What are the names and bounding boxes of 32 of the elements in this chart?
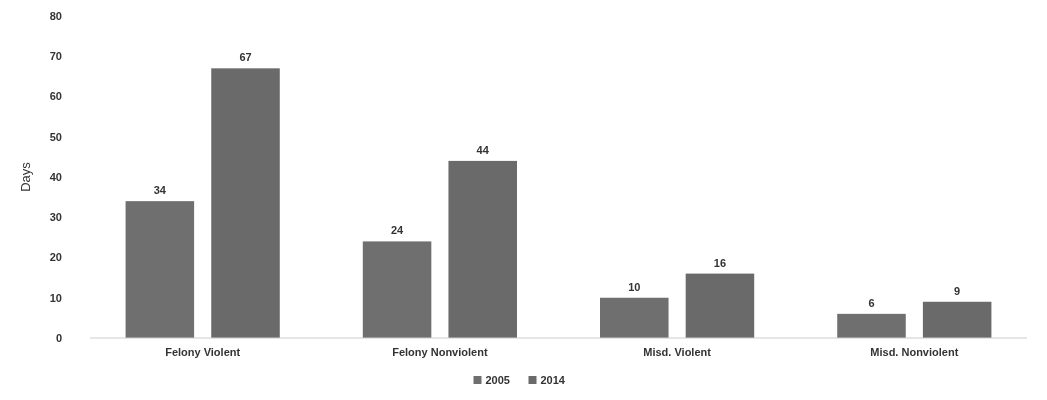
data-label: 44 bbox=[476, 143, 490, 156]
data-label: 34 bbox=[153, 184, 167, 197]
bar bbox=[600, 297, 669, 338]
bar bbox=[685, 273, 755, 338]
bar bbox=[922, 301, 992, 338]
bar bbox=[448, 160, 517, 338]
data-label: 67 bbox=[239, 51, 252, 64]
y-tick-label: 40 bbox=[49, 170, 62, 183]
data-label: 6 bbox=[868, 296, 875, 309]
y-tick-label: 70 bbox=[49, 50, 62, 63]
y-tick-label: 30 bbox=[49, 211, 62, 224]
x-tick-label: Misd. Nonviolent bbox=[870, 346, 959, 358]
data-label: 9 bbox=[954, 284, 961, 297]
y-tick-label: 10 bbox=[49, 291, 62, 304]
x-tick-label: Felony Nonviolent bbox=[392, 346, 488, 358]
bar bbox=[125, 201, 195, 338]
x-tick-label: Misd. Violent bbox=[643, 346, 712, 358]
bar bbox=[211, 68, 280, 338]
y-tick-label: 0 bbox=[55, 331, 62, 344]
legend-label: 2005 bbox=[485, 374, 510, 386]
data-label: 16 bbox=[713, 256, 727, 269]
y-tick-label: 20 bbox=[49, 251, 62, 264]
bar bbox=[837, 313, 906, 338]
y-tick-label: 60 bbox=[49, 90, 62, 103]
data-label: 10 bbox=[628, 280, 641, 293]
x-tick-label: Felony Violent bbox=[165, 346, 241, 358]
bar bbox=[362, 241, 432, 338]
y-tick-label: 80 bbox=[49, 9, 62, 22]
legend-label: 2014 bbox=[540, 374, 566, 386]
y-axis-title: Days bbox=[18, 161, 33, 192]
y-tick-label: 50 bbox=[49, 130, 62, 143]
data-label: 24 bbox=[390, 224, 405, 237]
